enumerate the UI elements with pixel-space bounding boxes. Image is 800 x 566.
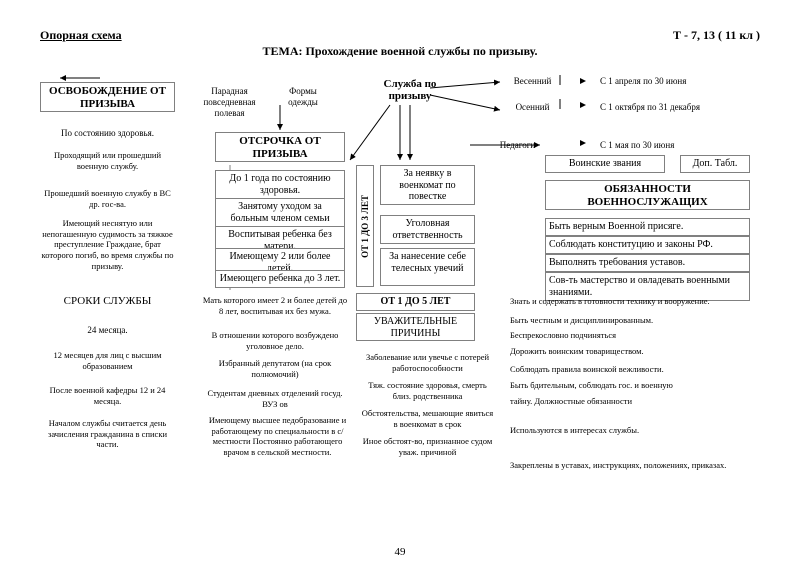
text-belowdef-2: В отношении которого возбуждено уголовно… xyxy=(200,330,350,351)
text-sroki-12: 12 месяцев для лиц с высшим образованием xyxy=(40,350,175,371)
label-spring: Весенний xyxy=(505,76,560,87)
label-spring-dates: С 1 апреля по 30 июня xyxy=(600,76,750,87)
text-sroki-24: 24 месяца. xyxy=(40,325,175,336)
box-deferment: ОТСРОЧКА ОТ ПРИЗЫВА xyxy=(215,132,345,162)
text-reasons-1: Заболевание или увечье с потерей работос… xyxy=(360,352,495,373)
label-autumn: Осенний xyxy=(505,102,560,113)
cell-duty2: Соблюдать конституцию и законы РФ. xyxy=(545,236,750,254)
text-right-2: Быть честным и дисциплинированным. xyxy=(510,315,760,326)
header-title: ТЕМА: Прохождение военной службы по приз… xyxy=(0,44,800,59)
text-health: По состоянию здоровья. xyxy=(40,128,175,139)
box-exemption: ОСВОБОЖДЕНИЕ ОТ ПРИЗЫВА xyxy=(40,82,175,112)
cell-duty1: Быть верным Военной присяге. xyxy=(545,218,750,236)
text-reasons-3: Обстоятельства, мешающие явиться в военк… xyxy=(360,408,495,429)
text-belowdef-5: Имеющему высшее педобразование и работаю… xyxy=(200,415,355,458)
text-col1-b: Прошедший военную службу в ВС др. гос-ва… xyxy=(40,188,175,209)
text-right-4: Дорожить воинским товариществом. xyxy=(510,346,760,357)
box-service: Служба по призыву xyxy=(370,78,450,102)
text-reasons-2: Тяж. состояние здоровья, смерть близ. ро… xyxy=(360,380,495,401)
label-period-1-3: ОТ 1 ДО 3 ЛЕТ xyxy=(360,195,370,258)
box-ranks: Воинские звания xyxy=(545,155,665,173)
text-sroki-start: Началом службы считается день зачисления… xyxy=(40,418,175,450)
cell-def2: Занятому уходом за больным членом семьи xyxy=(215,198,345,227)
cell-def5: Имеющего ребенка до 3 лет. xyxy=(215,270,345,288)
text-sroki-kaf: После военной кафедры 12 и 24 месяца. xyxy=(40,385,175,406)
text-right-1: Знать и содержать в готовности технику и… xyxy=(510,296,760,307)
text-paradnaya: Парадная повседневная полевая xyxy=(192,86,267,118)
box-period-1-5: ОТ 1 ДО 5 ЛЕТ xyxy=(356,293,475,311)
text-reasons-4: Иное обстоят-во, признанное судом уваж. … xyxy=(360,436,495,457)
box-selfharm: За нанесение себе телесных увечий xyxy=(380,248,475,286)
text-right-5: Соблюдать правила воинской вежливости. xyxy=(510,364,760,375)
title-sroki: СРОКИ СЛУЖБЫ xyxy=(40,295,175,307)
text-belowdef-1: Мать которого имеет 2 и более детей до 8… xyxy=(200,295,350,316)
box-period-1-3: ОТ 1 ДО 3 ЛЕТ xyxy=(356,165,374,287)
label-autumn-dates: С 1 октября по 31 декабря xyxy=(600,102,760,113)
box-dop-tabl: Доп. Табл. xyxy=(680,155,750,173)
box-noshow: За неявку в военкомат по повестке xyxy=(380,165,475,205)
text-formy: Формы одежды xyxy=(278,86,328,108)
cell-duty3: Выполнять требования уставов. xyxy=(545,254,750,272)
label-pedagogi: Педагоги xyxy=(490,140,545,151)
text-col1-a: Проходящий или прошедший военную службу. xyxy=(40,150,175,171)
text-right-3: Беспрекословно подчиняться xyxy=(510,330,760,341)
header-left: Опорная схема xyxy=(40,28,122,43)
text-col1-c: Имеющий неснятую или непогашенную судимо… xyxy=(40,218,175,271)
box-valid-reasons: УВАЖИТЕЛЬНЫЕ ПРИЧИНЫ xyxy=(356,313,475,341)
text-right-6: Быть бдительным, соблюдать гос. и военну… xyxy=(510,380,760,391)
label-pedagogi-dates: С 1 мая по 30 июня xyxy=(600,140,750,151)
text-belowdef-3: Избранный депутатом (на срок полномочий) xyxy=(200,358,350,379)
cell-def1: До 1 года по состоянию здоровья. xyxy=(215,170,345,199)
header-right: Т - 7, 13 ( 11 кл ) xyxy=(673,28,760,43)
box-criminal: Уголовная ответственность xyxy=(380,215,475,244)
page-number: 49 xyxy=(0,546,800,558)
text-right-9: Закреплены в уставах, инструкциях, полож… xyxy=(510,460,770,471)
box-duties-title: ОБЯЗАННОСТИ ВОЕННОСЛУЖАЩИХ xyxy=(545,180,750,210)
text-right-7: тайну. Должностные обязанности xyxy=(510,396,760,407)
text-belowdef-4: Студентам дневных отделений госуд. ВУЗ о… xyxy=(200,388,350,409)
text-right-8: Используются в интересах службы. xyxy=(510,425,760,436)
